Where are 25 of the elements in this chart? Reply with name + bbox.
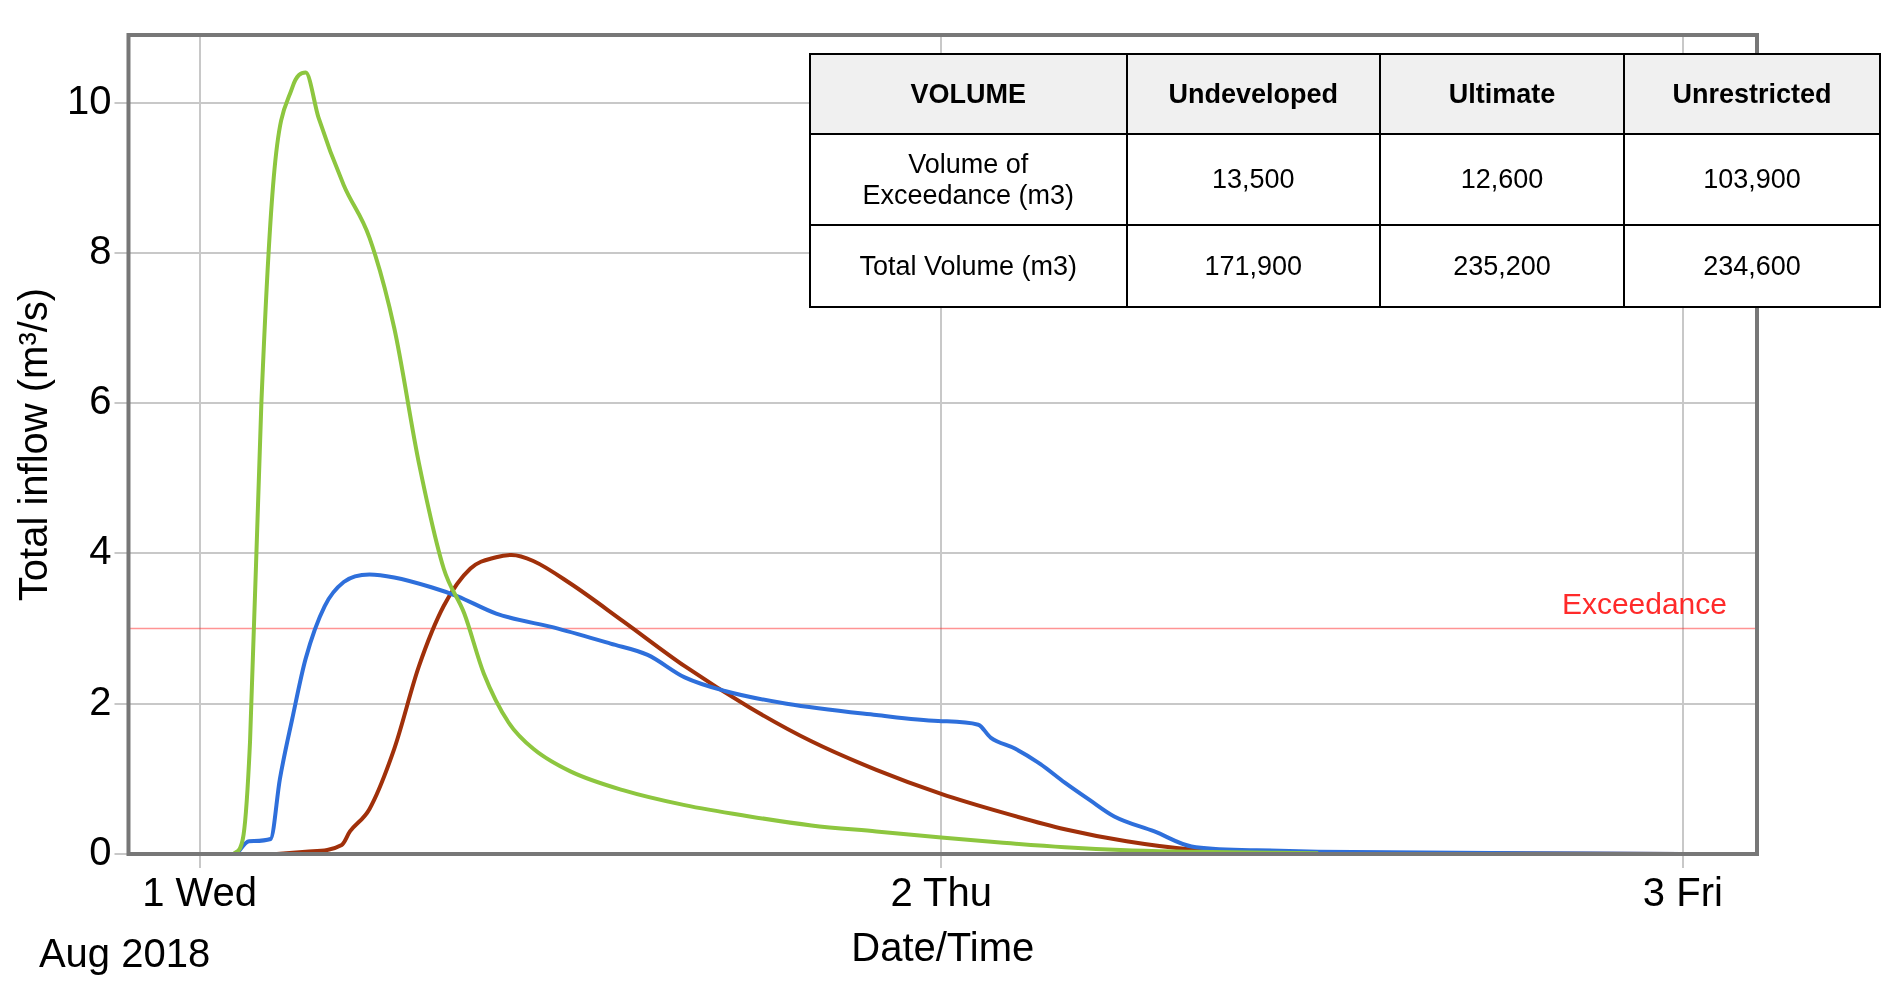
x-tick-label: 3 Fri — [1642, 870, 1723, 915]
y-tick-label: 6 — [89, 378, 112, 423]
annotation: Total Volume (m3) — [810, 225, 1127, 307]
annotation: Unrestricted — [1624, 54, 1880, 134]
y-tick-label: 0 — [89, 829, 112, 874]
y-tick-label: 8 — [89, 227, 112, 272]
y-tick-label: 10 — [66, 77, 112, 122]
annotation: 12,600 — [1379, 134, 1625, 225]
annotation: 13,500 — [1126, 134, 1380, 225]
annotation: Volume of Exceedance (m3) — [810, 134, 1127, 225]
y-axis-title: Total inflow (m³/s) — [11, 287, 56, 602]
annotation: Undeveloped — [1126, 54, 1380, 134]
x-tick-label: 2 Thu — [890, 870, 992, 915]
y-tick-label: 4 — [89, 528, 112, 573]
x-tick-label: 1 Wed — [142, 870, 258, 915]
y-tick-label: 2 — [89, 678, 112, 723]
text: Aug 2018 — [38, 931, 211, 976]
annotation: Ultimate — [1379, 54, 1625, 134]
ref-line-label: Exceedance — [1561, 586, 1727, 620]
annotation: 234,600 — [1624, 225, 1880, 307]
annotation: 235,200 — [1379, 225, 1625, 307]
x-axis-title: Date/Time — [851, 925, 1035, 970]
annotation: 171,900 — [1126, 225, 1380, 307]
annotation: 103,900 — [1624, 134, 1880, 225]
annotation: VOLUME — [810, 54, 1127, 134]
